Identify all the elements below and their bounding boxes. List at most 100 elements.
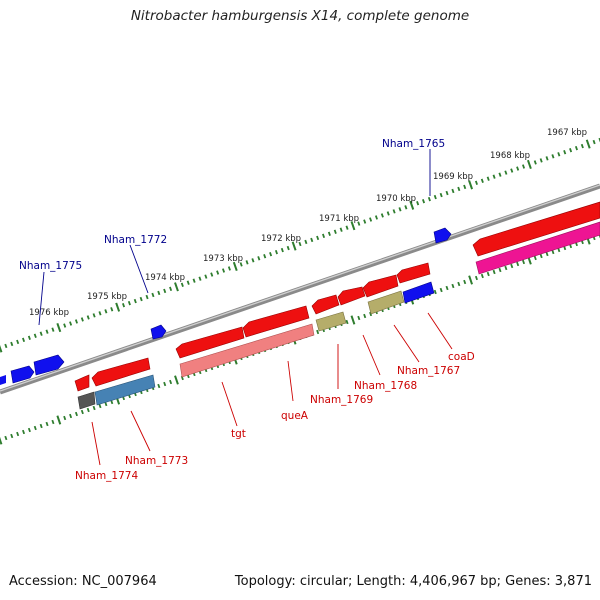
- scale-tick: [204, 274, 208, 279]
- scale-tick: [216, 270, 220, 275]
- scale-tick: [357, 315, 361, 321]
- scale-tick: [427, 196, 431, 202]
- label-nham-1767[interactable]: Nham_1767: [397, 365, 460, 377]
- gene-nham-1769b[interactable]: [315, 311, 347, 332]
- scale-label-1975: 1975 kbp: [87, 292, 127, 302]
- scale-tick: [522, 164, 526, 169]
- gene-partial-left[interactable]: [0, 375, 6, 385]
- scale-tick: [339, 227, 343, 232]
- scale-tick: [304, 239, 308, 245]
- gene-nham-1767[interactable]: [362, 274, 399, 298]
- scale-tick: [439, 192, 443, 198]
- gene-nham-1768b[interactable]: [367, 290, 405, 315]
- scale-tick: [516, 261, 520, 267]
- scale-tick: [127, 300, 131, 306]
- scale-tick: [310, 237, 314, 243]
- scale-tick: [585, 139, 591, 149]
- label-nham-1765[interactable]: Nham_1765: [382, 138, 445, 150]
- genome-summary-text: Topology: circular; Length: 4,406,967 bp…: [234, 574, 592, 589]
- gene-nham-1765[interactable]: [433, 227, 452, 244]
- scale-tick: [398, 207, 402, 212]
- gene-nham-1773a[interactable]: [91, 357, 151, 387]
- scale-tick: [363, 219, 367, 224]
- scale-tick: [33, 333, 37, 338]
- gene-nham-1774[interactable]: [77, 391, 96, 410]
- gene-right-red[interactable]: [472, 201, 600, 257]
- gene-nham-1776[interactable]: [10, 365, 35, 384]
- scale-tick: [45, 421, 49, 427]
- gene-nham-1775[interactable]: [33, 354, 65, 376]
- label-tgt[interactable]: tgt: [231, 428, 246, 440]
- scale-tick: [74, 319, 78, 324]
- gene-nham-1773[interactable]: [94, 374, 156, 406]
- label-nham-1772[interactable]: Nham_1772: [104, 234, 167, 246]
- scale-tick: [27, 427, 31, 433]
- label-quea[interactable]: queA: [281, 410, 309, 422]
- scale-tick: [350, 221, 356, 231]
- label-nham-1768[interactable]: Nham_1768: [354, 380, 417, 392]
- scale-tick: [122, 302, 126, 308]
- scale-tick: [445, 285, 449, 291]
- scale-tick: [327, 231, 331, 236]
- scale-tick: [45, 329, 49, 334]
- scale-tick: [468, 275, 473, 285]
- scale-tick: [592, 139, 596, 145]
- label-nham-1769[interactable]: Nham_1769: [310, 394, 373, 406]
- scale-tick: [51, 327, 55, 332]
- scale-tick: [416, 201, 420, 206]
- scale-tick: [198, 276, 202, 281]
- scale-tick: [457, 186, 461, 192]
- scale-tick: [333, 229, 337, 234]
- gene-coad[interactable]: [396, 262, 431, 284]
- rna-tgt-quea[interactable]: [179, 323, 315, 378]
- scale-tick: [157, 383, 161, 389]
- gene-nham-1774a[interactable]: [74, 374, 90, 392]
- scale-tick: [433, 289, 437, 295]
- label-coad[interactable]: coaD: [448, 351, 475, 363]
- forward-genes: [0, 227, 452, 385]
- gene-nham-1768[interactable]: [337, 286, 366, 306]
- gene-nham-1772[interactable]: [150, 324, 167, 340]
- scale-tick: [186, 280, 190, 285]
- scale-tick: [22, 337, 26, 343]
- scale-tick: [316, 235, 320, 241]
- scale-tick: [480, 273, 484, 279]
- scale-tick: [33, 425, 37, 431]
- scale-tick: [86, 407, 90, 413]
- callout-nham-1767: [393, 324, 420, 363]
- gene-tgt[interactable]: [175, 326, 245, 359]
- scale-tick: [16, 339, 20, 345]
- scale-label-1969: 1969 kbp: [433, 172, 473, 182]
- genome-backbone: [0, 183, 600, 395]
- callout-nham-1773: [130, 410, 151, 452]
- scale-tick: [157, 290, 161, 296]
- gene-quea[interactable]: [242, 305, 310, 338]
- gene-right-magenta[interactable]: [475, 221, 600, 275]
- gene-nham-1767b[interactable]: [402, 281, 435, 304]
- callout-nham-1774: [91, 421, 101, 466]
- scale-tick: [551, 249, 555, 255]
- scale-tick: [4, 343, 8, 349]
- scale-label-1970: 1970 kbp: [376, 194, 416, 204]
- gene-nham-1769[interactable]: [311, 294, 340, 315]
- scale-tick: [69, 413, 73, 419]
- scale-tick: [227, 266, 231, 271]
- callout-lines: [38, 149, 453, 466]
- scale-tick: [163, 381, 167, 387]
- label-nham-1775[interactable]: Nham_1775: [19, 260, 82, 272]
- gene-labels: Nham_1765 Nham_1772 Nham_1775 coaD Nham_…: [19, 138, 475, 482]
- label-nham-1773[interactable]: Nham_1773: [125, 455, 188, 467]
- scale-tick: [380, 213, 384, 218]
- scale-tick: [516, 166, 520, 171]
- scale-tick: [86, 315, 90, 320]
- scale-tick: [92, 405, 96, 411]
- scale-tick: [350, 315, 356, 325]
- scale-tick: [210, 272, 214, 277]
- scale-label-1976: 1976 kbp: [29, 308, 69, 318]
- scale-tick: [269, 252, 273, 257]
- scale-tick: [451, 188, 455, 194]
- scale-tick: [222, 268, 226, 273]
- scale-tick: [251, 258, 255, 263]
- label-nham-1774[interactable]: Nham_1774: [75, 470, 138, 482]
- scale-tick: [56, 323, 62, 333]
